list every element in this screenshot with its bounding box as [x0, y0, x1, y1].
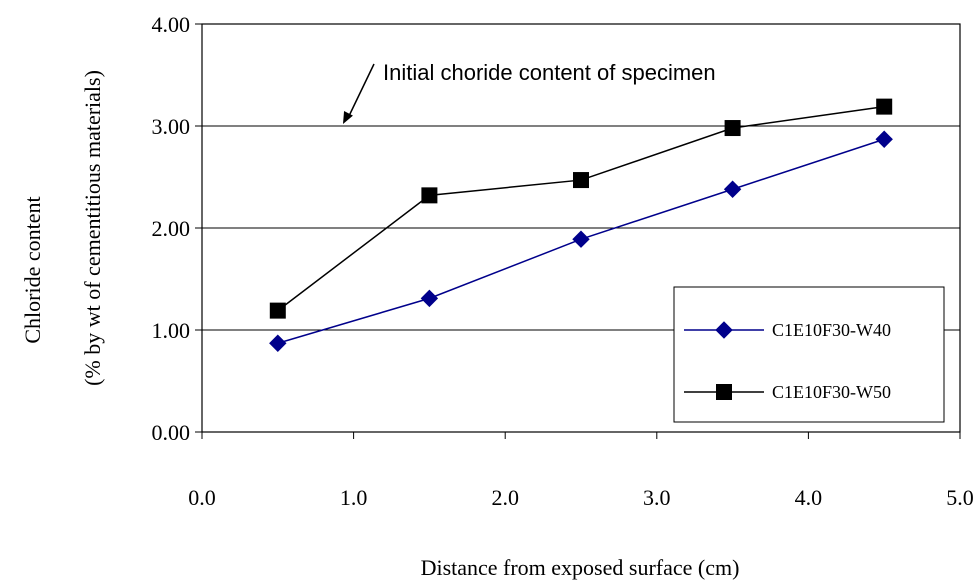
legend-label: C1E10F30-W40 — [772, 320, 891, 340]
series-C1E10F30-W50 — [270, 99, 891, 318]
y-axis-subtitle: (% by wt of cementitious materials) — [80, 70, 105, 386]
data-point — [422, 188, 437, 203]
x-axis-title: Distance from exposed surface (cm) — [421, 555, 740, 580]
y-tick-label: 3.00 — [152, 114, 191, 139]
data-point — [725, 121, 740, 136]
data-point — [270, 303, 285, 318]
annotation-text: Initial choride content of specimen — [383, 60, 716, 85]
y-tick-label: 4.00 — [152, 12, 191, 37]
data-point — [574, 173, 589, 188]
annotation-arrow — [349, 64, 374, 116]
x-tick-label: 5.0 — [946, 485, 974, 510]
y-tick-label: 0.00 — [152, 420, 191, 445]
series-line — [278, 107, 884, 311]
data-point — [876, 131, 892, 147]
y-tick-labels: 0.00 1.00 2.00 3.00 4.00 — [152, 12, 191, 445]
x-tick-labels: 0.0 1.0 2.0 3.0 4.0 5.0 — [188, 485, 974, 510]
data-point — [270, 335, 286, 351]
x-tick-label: 4.0 — [795, 485, 823, 510]
data-point — [573, 231, 589, 247]
data-point — [421, 290, 437, 306]
y-axis-title: Chloride content — [20, 196, 45, 343]
legend: C1E10F30-W40 C1E10F30-W50 — [674, 287, 944, 422]
x-tick-label: 3.0 — [643, 485, 671, 510]
data-point — [877, 99, 892, 114]
x-tick-label: 0.0 — [188, 485, 216, 510]
annotation: Initial choride content of specimen — [343, 60, 716, 124]
x-tick-label: 1.0 — [340, 485, 368, 510]
legend-marker — [717, 385, 732, 400]
x-tick-label: 2.0 — [491, 485, 519, 510]
y-tick-label: 1.00 — [152, 318, 191, 343]
legend-label: C1E10F30-W50 — [772, 382, 891, 402]
data-point — [725, 181, 741, 197]
annotation-arrowhead — [343, 111, 353, 124]
y-tick-label: 2.00 — [152, 216, 191, 241]
